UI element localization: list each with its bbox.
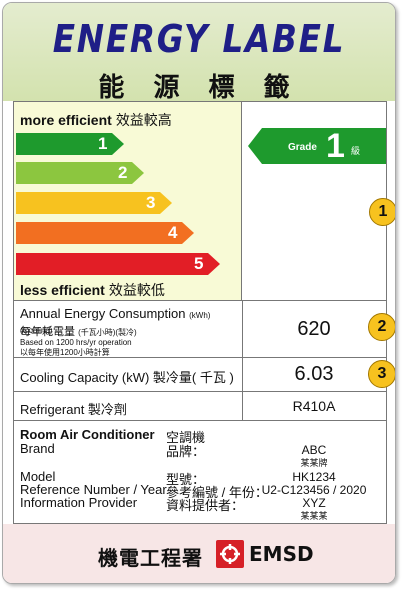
grade-zh: 級: [351, 146, 361, 156]
refrigerant-row: Refrigerant 製冷劑 R410A: [13, 392, 387, 421]
more-efficient-zh: 效益較高: [115, 112, 172, 128]
consumption-label-zh-line: 每年耗電量 (千瓦小時)(製冷): [20, 323, 137, 339]
grade-bar-2-num: 2: [118, 163, 128, 182]
brand-value-zh: 某某牌: [300, 458, 328, 468]
energy-label: ENERGY LABEL 能 源 標 籤 more efficient 效益較高 …: [2, 2, 396, 584]
rating-scale: more efficient 效益較高 1 2 3 4: [14, 102, 242, 300]
refrigerant-label-cell: Refrigerant 製冷劑: [14, 392, 243, 420]
grade-arrow: Grade 1 級: [248, 128, 386, 164]
less-efficient-zh: 效益較低: [108, 282, 165, 298]
less-efficient-label: less efficient 效益較低: [20, 280, 165, 300]
model-value: HK1234: [292, 470, 336, 484]
emsd-logo-icon: [216, 540, 244, 568]
provider-value-zh: 某某某: [300, 511, 328, 521]
grade-value: 1: [326, 127, 345, 165]
more-efficient-label: more efficient 效益較高: [20, 110, 172, 130]
refrigerant-label: Refrigerant 製冷劑: [20, 402, 127, 417]
label-title: ENERGY LABEL: [52, 17, 346, 61]
reference-value: U2-C123456 / 2020: [261, 483, 367, 497]
consumption-label: Annual Energy Consumption (kWh)(Cooling): [20, 306, 242, 336]
callout-badge-1: 1: [369, 198, 395, 226]
product-type: Room Air Conditioner: [20, 427, 155, 442]
consumption-note: Based on 1200 hrs/yr operation: [20, 338, 132, 347]
product-type-zh: 空調機: [166, 430, 206, 445]
brand-label-zh: 品牌：: [166, 444, 206, 459]
rating-area: more efficient 效益較高 1 2 3 4: [13, 101, 395, 301]
consumption-note-zh: 以每年使用1200小時計算: [20, 348, 110, 357]
provider-label-zh: 資料提供者：: [166, 498, 245, 513]
grade-label: Grade: [288, 142, 317, 153]
brand-value: ABC: [301, 443, 327, 457]
footer: 機電工程署 EMSD: [3, 524, 395, 583]
capacity-label-cell: Cooling Capacity (kW) 製冷量( 千瓦 ): [14, 358, 243, 391]
product-info-row: Room Air Conditioner 空調機 Brand 品牌： ABC 某…: [13, 421, 387, 524]
grade-indicator-area: Grade 1 級 1: [242, 102, 395, 300]
model-label-zh: 型號：: [166, 472, 206, 487]
capacity-value: 6.03: [294, 363, 334, 385]
consumption-row: Annual Energy Consumption (kWh)(Cooling)…: [13, 301, 395, 358]
consumption-unit: (kWh)(Cooling): [20, 311, 211, 335]
consumption-label-zh: 每年耗電量: [20, 326, 75, 338]
brand-label: Brand: [20, 441, 55, 456]
provider-label: Information Provider: [20, 495, 138, 510]
department-abbr: EMSD: [249, 542, 314, 566]
consumption-value: 620: [297, 318, 331, 340]
grade-bar-1-num: 1: [98, 134, 108, 153]
grade-bar-5-num: 5: [194, 254, 204, 273]
label-title-zh: 能 源 標 籤: [98, 73, 300, 103]
callout-badge-2: 2: [368, 313, 395, 341]
capacity-label: Cooling Capacity (kW) 製冷量( 千瓦 ): [20, 370, 234, 385]
refrigerant-value: R410A: [292, 398, 336, 414]
less-efficient-text: less efficient: [20, 282, 105, 298]
header-band: ENERGY LABEL 能 源 標 籤: [3, 3, 395, 103]
more-efficient-text: more efficient: [20, 112, 112, 128]
capacity-row: Cooling Capacity (kW) 製冷量( 千瓦 ) 6.03 3: [13, 358, 395, 392]
consumption-label-en: Annual Energy Consumption: [20, 306, 186, 321]
grade-bar-3-num: 3: [146, 193, 156, 212]
model-label: Model: [20, 469, 56, 484]
grade-bar-4-num: 4: [168, 223, 178, 242]
consumption-unit-zh: (千瓦小時)(製冷): [78, 328, 137, 337]
provider-value: XYZ: [302, 496, 326, 510]
consumption-label-cell: Annual Energy Consumption (kWh)(Cooling)…: [14, 301, 243, 357]
callout-badge-3: 3: [368, 360, 395, 388]
department-name-zh: 機電工程署: [98, 546, 203, 570]
reference-label: Reference Number / Year: [20, 482, 167, 497]
reference-label-zh: 參考編號 / 年份：: [166, 485, 268, 500]
